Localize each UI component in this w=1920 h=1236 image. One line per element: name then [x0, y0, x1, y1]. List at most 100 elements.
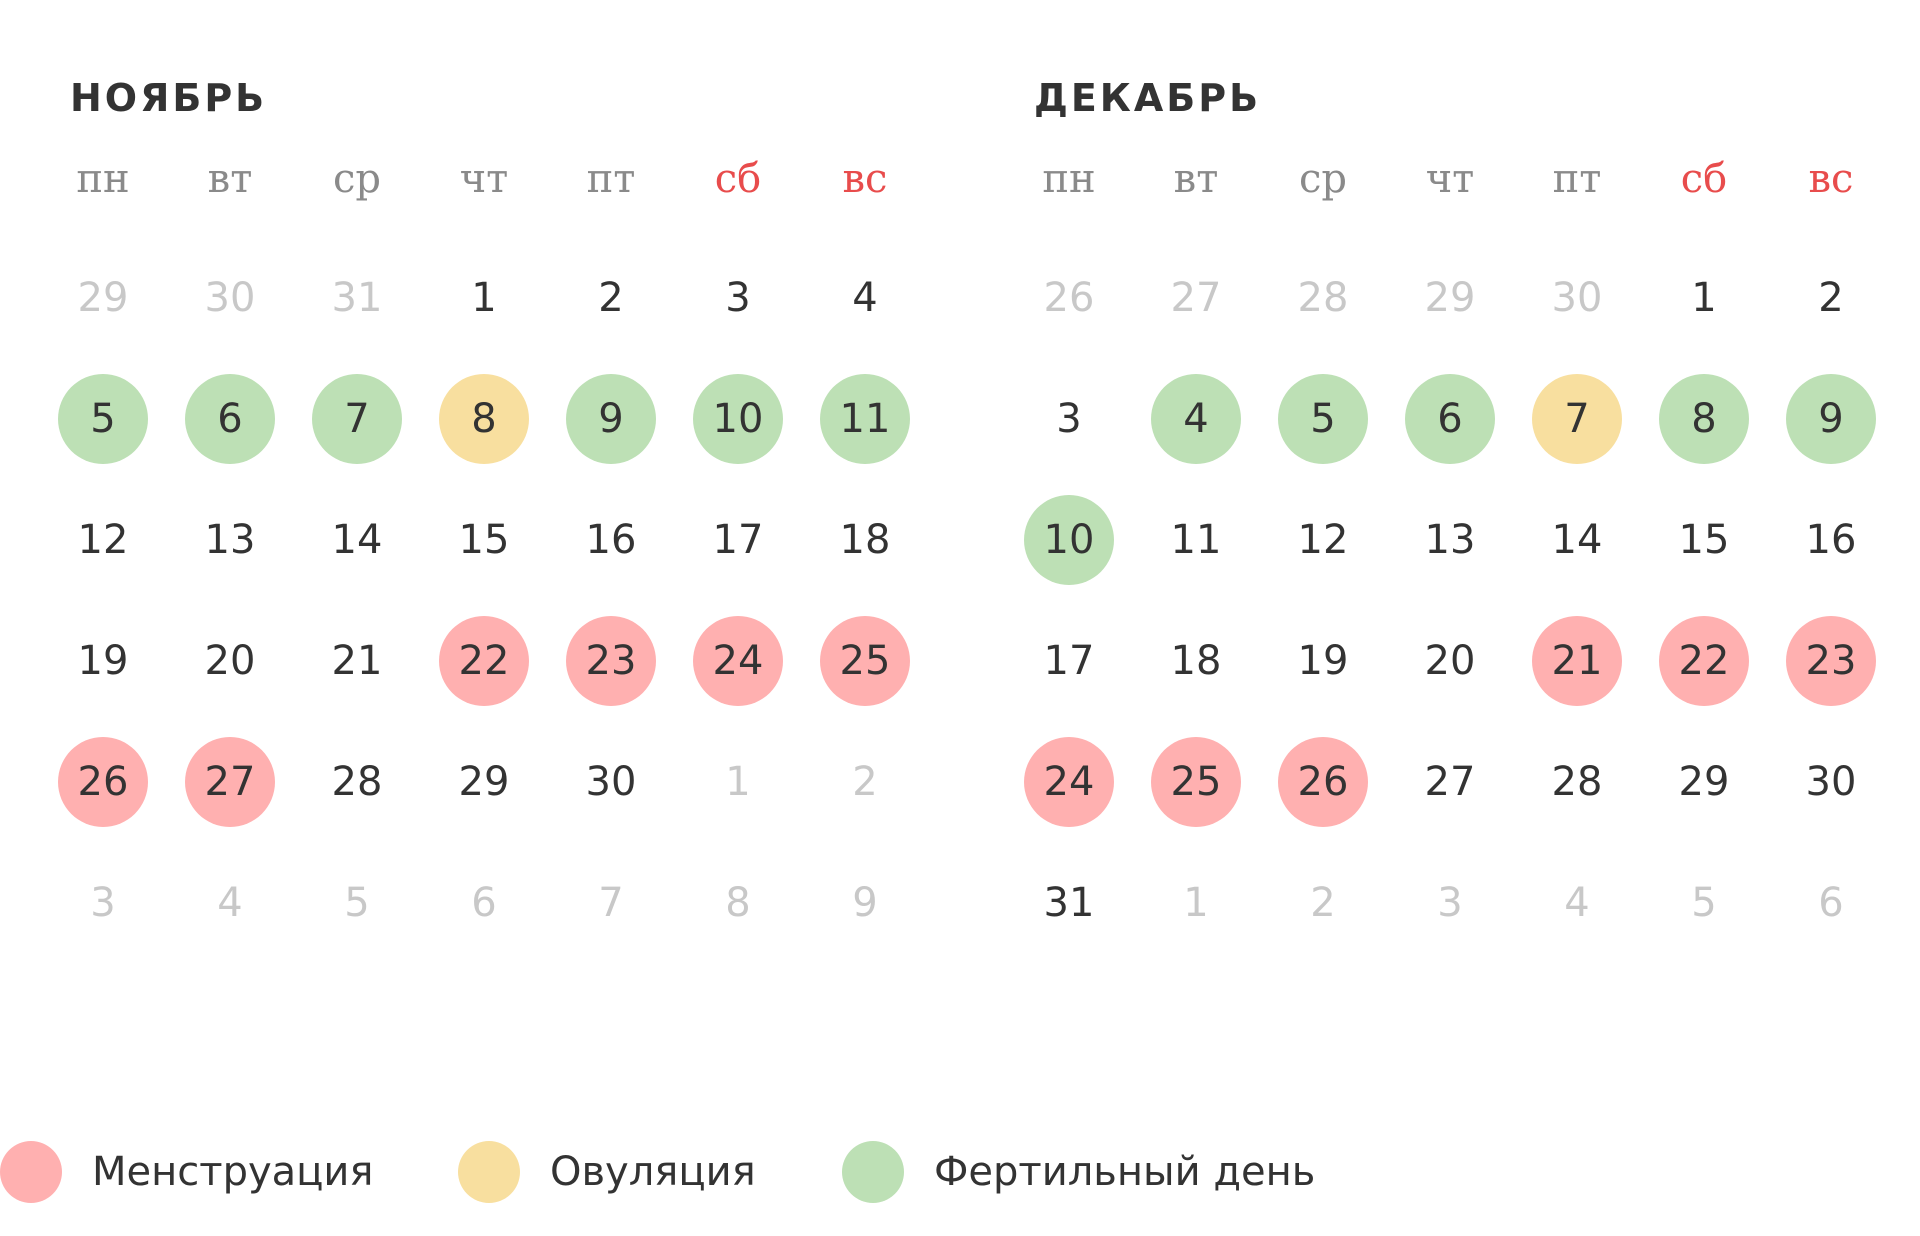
day-cell-other-month[interactable]: 29: [77, 275, 129, 321]
day-cell[interactable]: 23: [566, 616, 656, 706]
day-cell[interactable]: 2: [1818, 275, 1844, 321]
day-cell[interactable]: 12: [1297, 517, 1349, 563]
day-cell[interactable]: 17: [1043, 638, 1095, 684]
day-cell[interactable]: 22: [439, 616, 529, 706]
day-cell-other-month[interactable]: 27: [1170, 275, 1222, 321]
fertile-dot-icon: [842, 1141, 904, 1203]
day-cell-other-month[interactable]: 31: [331, 275, 383, 321]
day-cell[interactable]: 11: [820, 374, 910, 464]
day-cell-other-month[interactable]: 5: [1691, 880, 1717, 926]
legend-label: Овуляция: [550, 1149, 756, 1195]
weekday-label: вт: [207, 156, 253, 202]
day-cell[interactable]: 5: [58, 374, 148, 464]
day-cell[interactable]: 4: [852, 275, 878, 321]
calendar-november: НОЯБРЬ пн вт ср чт пт сб вс 29 30 31 1 2 3 4 5 6 7 8 9 10 1…: [40, 0, 930, 960]
day-cell-other-month[interactable]: 4: [217, 880, 243, 926]
day-cell[interactable]: 3: [725, 275, 751, 321]
day-cell[interactable]: 22: [1659, 616, 1749, 706]
weekday-label: ср: [1298, 156, 1347, 202]
day-cell-other-month[interactable]: 3: [1437, 880, 1463, 926]
weekday-label: вс: [842, 156, 888, 202]
day-cell-other-month[interactable]: 8: [725, 880, 751, 926]
day-cell-other-month[interactable]: 28: [1297, 275, 1349, 321]
weekday-label: пн: [1042, 156, 1096, 202]
day-cell[interactable]: 3: [1056, 396, 1082, 442]
day-cell[interactable]: 15: [1678, 517, 1730, 563]
day-cell-other-month[interactable]: 6: [1818, 880, 1844, 926]
day-cell[interactable]: 16: [585, 517, 637, 563]
day-cell-other-month[interactable]: 3: [90, 880, 116, 926]
day-cell[interactable]: 20: [1424, 638, 1476, 684]
day-cell[interactable]: 1: [471, 275, 497, 321]
day-cell[interactable]: 27: [185, 737, 275, 827]
day-cell[interactable]: 31: [1043, 880, 1095, 926]
day-cell[interactable]: 26: [1278, 737, 1368, 827]
day-cell[interactable]: 10: [1024, 495, 1114, 585]
day-cell[interactable]: 30: [1805, 759, 1857, 805]
day-cell[interactable]: 27: [1424, 759, 1476, 805]
legend-label: Фертильный день: [934, 1149, 1316, 1195]
day-cell[interactable]: 7: [312, 374, 402, 464]
day-cell[interactable]: 25: [820, 616, 910, 706]
day-cell[interactable]: 23: [1786, 616, 1876, 706]
day-cell-other-month[interactable]: 26: [1043, 275, 1095, 321]
day-cell[interactable]: 6: [185, 374, 275, 464]
day-cell[interactable]: 20: [204, 638, 256, 684]
day-cell[interactable]: 11: [1170, 517, 1222, 563]
legend-item-menstruation: Менструация: [0, 1140, 373, 1204]
day-cell[interactable]: 26: [58, 737, 148, 827]
day-cell-other-month[interactable]: 2: [852, 759, 878, 805]
day-cell-other-month[interactable]: 1: [1183, 880, 1209, 926]
day-cell[interactable]: 19: [1297, 638, 1349, 684]
month-title: НОЯБРЬ: [70, 76, 268, 120]
weekday-label: пн: [76, 156, 130, 202]
day-cell-other-month[interactable]: 30: [1551, 275, 1603, 321]
legend: Менструация Овуляция Фертильный день: [0, 1140, 1920, 1210]
day-cell[interactable]: 14: [1551, 517, 1603, 563]
day-cell[interactable]: 8: [1659, 374, 1749, 464]
day-cell[interactable]: 14: [331, 517, 383, 563]
day-cell-other-month[interactable]: 2: [1310, 880, 1336, 926]
day-cell[interactable]: 4: [1151, 374, 1241, 464]
day-cell[interactable]: 29: [1678, 759, 1730, 805]
day-cell[interactable]: 15: [458, 517, 510, 563]
day-cell[interactable]: 18: [839, 517, 891, 563]
day-cell-other-month[interactable]: 6: [471, 880, 497, 926]
day-cell[interactable]: 29: [458, 759, 510, 805]
day-cell[interactable]: 7: [1532, 374, 1622, 464]
day-cell[interactable]: 28: [1551, 759, 1603, 805]
day-cell[interactable]: 17: [712, 517, 764, 563]
day-cell[interactable]: 28: [331, 759, 383, 805]
day-cell[interactable]: 25: [1151, 737, 1241, 827]
day-cell-other-month[interactable]: 29: [1424, 275, 1476, 321]
day-cell[interactable]: 21: [1532, 616, 1622, 706]
day-cell[interactable]: 1: [1691, 275, 1717, 321]
day-cell[interactable]: 9: [566, 374, 656, 464]
legend-item-fertile: Фертильный день: [842, 1140, 1315, 1204]
day-cell[interactable]: 24: [1024, 737, 1114, 827]
day-cell[interactable]: 9: [1786, 374, 1876, 464]
day-cell[interactable]: 21: [331, 638, 383, 684]
day-cell-other-month[interactable]: 30: [204, 275, 256, 321]
day-cell[interactable]: 18: [1170, 638, 1222, 684]
day-cell[interactable]: 13: [1424, 517, 1476, 563]
day-cell[interactable]: 10: [693, 374, 783, 464]
day-cell[interactable]: 2: [598, 275, 624, 321]
day-cell-other-month[interactable]: 7: [598, 880, 624, 926]
day-cell-other-month[interactable]: 5: [344, 880, 370, 926]
day-cell-other-month[interactable]: 4: [1564, 880, 1590, 926]
day-cell[interactable]: 13: [204, 517, 256, 563]
day-cell[interactable]: 8: [439, 374, 529, 464]
weekday-label: вт: [1173, 156, 1219, 202]
day-cell[interactable]: 19: [77, 638, 129, 684]
day-cell[interactable]: 16: [1805, 517, 1857, 563]
legend-label: Менструация: [92, 1149, 374, 1195]
day-cell[interactable]: 30: [585, 759, 637, 805]
day-cell-other-month[interactable]: 9: [852, 880, 878, 926]
day-cell-other-month[interactable]: 1: [725, 759, 751, 805]
menstruation-dot-icon: [0, 1141, 62, 1203]
day-cell[interactable]: 5: [1278, 374, 1368, 464]
day-cell[interactable]: 24: [693, 616, 783, 706]
day-cell[interactable]: 12: [77, 517, 129, 563]
day-cell[interactable]: 6: [1405, 374, 1495, 464]
